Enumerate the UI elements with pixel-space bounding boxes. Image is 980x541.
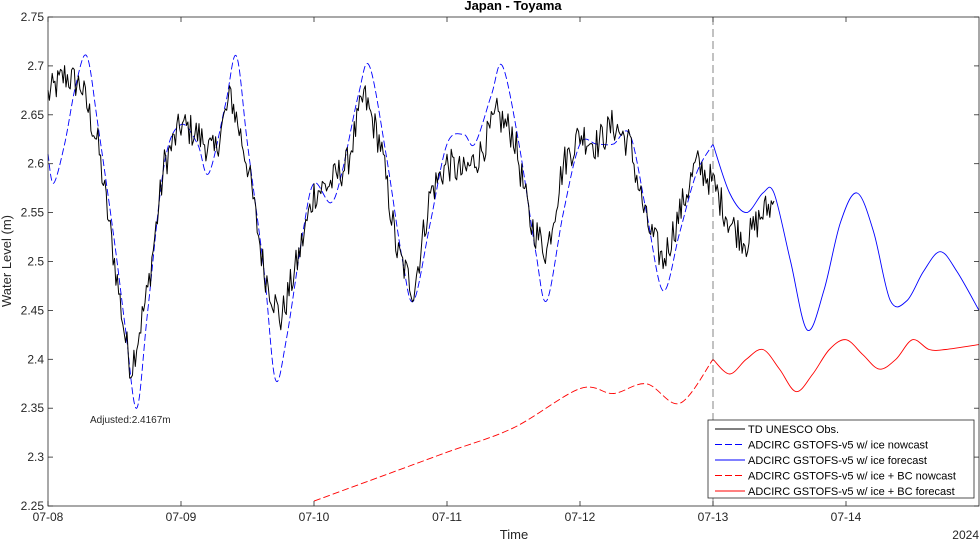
y-tick-label: 2.4 bbox=[27, 352, 44, 366]
chart-title: Japan - Toyama bbox=[464, 0, 562, 13]
series-adcirc-gstofs-v5-w-ice-bc-nowcast bbox=[313, 359, 714, 502]
y-tick-label: 2.65 bbox=[21, 108, 45, 122]
x-tick-label: 07-12 bbox=[565, 510, 596, 524]
legend-label: ADCIRC GSTOFS-v5 w/ ice + BC forecast bbox=[748, 486, 955, 498]
y-tick-label: 2.35 bbox=[21, 401, 45, 415]
y-tick-label: 2.25 bbox=[21, 499, 45, 513]
legend-box bbox=[707, 419, 975, 499]
year-label: 2024 bbox=[952, 528, 979, 541]
x-tick-label: 07-10 bbox=[299, 510, 330, 524]
legend-label: ADCIRC GSTOFS-v5 w/ ice nowcast bbox=[748, 440, 928, 452]
series-adcirc-gstofs-v5-w-ice-bc-forecast bbox=[712, 339, 980, 393]
legend: TD UNESCO Obs. ADCIRC GSTOFS-v5 w/ ice no… bbox=[707, 419, 975, 499]
legend-label: TD UNESCO Obs. bbox=[748, 424, 839, 436]
y-tick-label: 2.45 bbox=[21, 303, 45, 317]
adjusted-annotation: Adjusted:2.4167m bbox=[90, 415, 171, 426]
y-tick-label: 2.55 bbox=[21, 206, 45, 220]
y-tick-label: 2.5 bbox=[27, 255, 44, 269]
legend-label: ADCIRC GSTOFS-v5 w/ ice + BC nowcast bbox=[748, 471, 956, 483]
x-tick-label: 07-09 bbox=[166, 510, 197, 524]
y-tick-label: 2.75 bbox=[21, 10, 45, 24]
x-tick-label: 07-14 bbox=[831, 510, 862, 524]
x-tick-label: 07-08 bbox=[33, 510, 64, 524]
y-tick-label: 2.6 bbox=[27, 157, 44, 171]
x-tick-label: 07-13 bbox=[698, 510, 729, 524]
series-adcirc-gstofs-v5-w-ice-forecast bbox=[712, 143, 980, 331]
y-tick-label: 2.7 bbox=[27, 59, 44, 73]
legend-label: ADCIRC GSTOFS-v5 w/ ice forecast bbox=[748, 455, 927, 467]
y-tick-label: 2.3 bbox=[27, 450, 44, 464]
series-td-unesco-obs bbox=[47, 65, 775, 379]
x-tick-label: 07-11 bbox=[432, 510, 462, 524]
tick-layer: 07-08 07-09 07-10 07-11 07-12 07-13 07-14 2.25 2… bbox=[21, 10, 980, 524]
series-layer bbox=[47, 17, 980, 506]
x-axis-title: Time bbox=[500, 527, 528, 541]
series-adcirc-gstofs-v5-w-ice-nowcast bbox=[47, 54, 714, 409]
y-axis-title: Water Level (m) bbox=[0, 215, 14, 307]
